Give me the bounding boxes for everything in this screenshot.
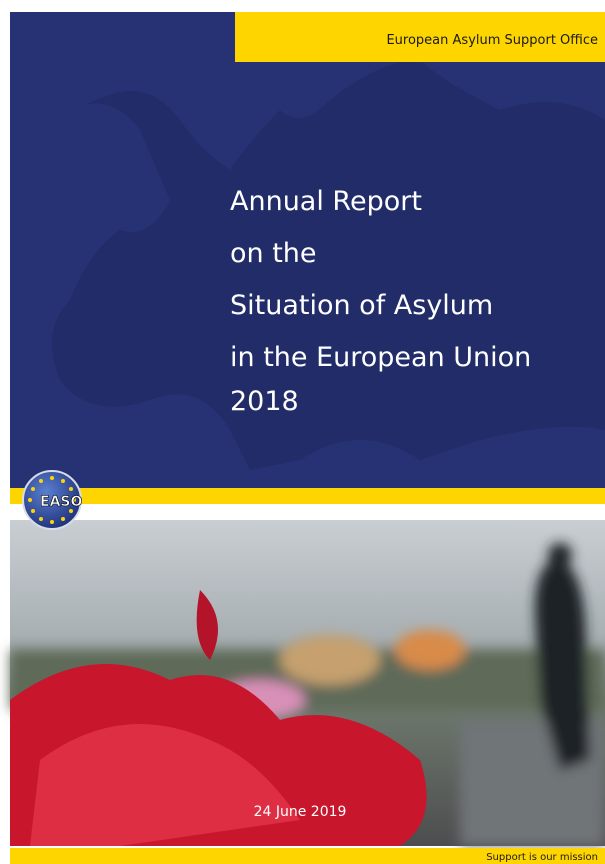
title-line: in the European Union (230, 342, 531, 373)
title-line: Situation of Asylum (230, 290, 493, 321)
map-silhouette (52, 60, 605, 470)
logo-text: EASO (40, 494, 82, 510)
date: 24 June 2019 (254, 804, 347, 820)
title-line: Annual Report (230, 186, 422, 217)
easo-logo: EASO (22, 470, 83, 530)
title: Annual Report on the Situation of Asylum… (230, 186, 531, 417)
header-bar (235, 12, 605, 62)
footer-bar (10, 848, 605, 864)
org-name: European Asylum Support Office (386, 33, 598, 48)
photo (10, 520, 605, 846)
yellow-band (10, 488, 605, 504)
tagline: Support is our mission (486, 852, 598, 863)
title-line: on the (230, 238, 317, 269)
title-line: 2018 (230, 386, 299, 417)
